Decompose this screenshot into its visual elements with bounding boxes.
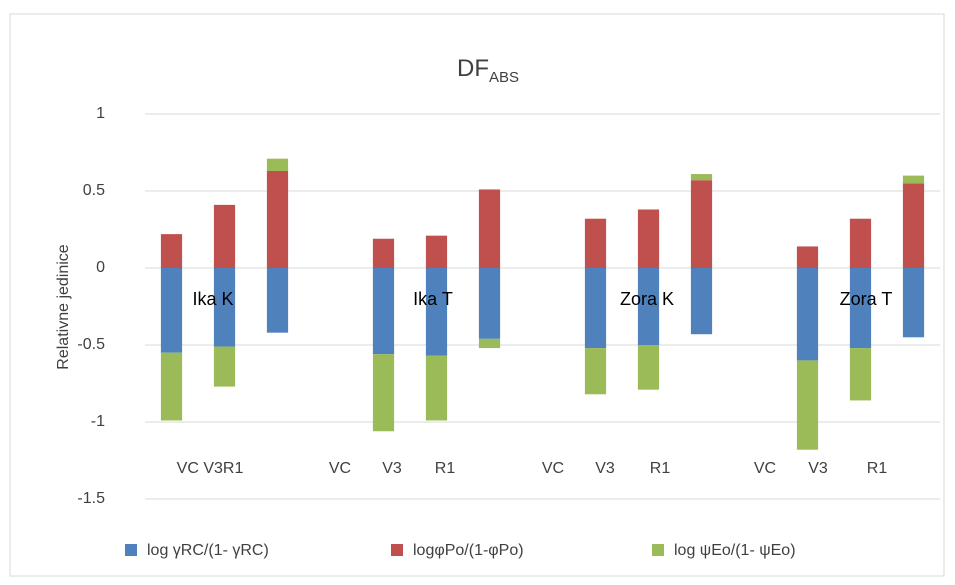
legend-swatch (652, 544, 664, 556)
x-axis-label: VC V3R1 (177, 460, 244, 477)
bar-segment (425, 355, 448, 421)
x-axis-label: VC (329, 460, 351, 477)
bar-segment (372, 268, 395, 355)
x-axis-label: R1 (650, 460, 671, 477)
chart-title: DFABS (457, 55, 519, 86)
y-tick-label: 0.5 (83, 182, 105, 199)
bar-segment (478, 189, 501, 268)
bar-segment (266, 268, 289, 333)
x-axis-label: V3 (382, 460, 402, 477)
bar-segment (425, 235, 448, 268)
bar-segment (160, 268, 183, 353)
bar-segment (213, 204, 236, 268)
bar-segment (160, 234, 183, 268)
bar-segment (796, 268, 819, 361)
x-axis-label: V3 (595, 460, 615, 477)
bar-segment (637, 209, 660, 268)
bar-segment (478, 338, 501, 349)
x-axis-label: R1 (867, 460, 888, 477)
bar-segment (902, 268, 925, 338)
bar-segment (902, 183, 925, 268)
bar-segment (584, 218, 607, 268)
bar-segment (213, 268, 236, 347)
bar-segment (584, 268, 607, 349)
x-axis-label: VC (754, 460, 776, 477)
x-axis-label: R1 (435, 460, 456, 477)
bar-segment (796, 360, 819, 450)
legend-label: log ψEo/(1- ψEo) (674, 542, 796, 559)
y-tick-label: -0.5 (77, 336, 105, 353)
bar-segment (690, 268, 713, 335)
bar-segment (690, 174, 713, 181)
bar-segment (372, 238, 395, 268)
bar-segment (266, 170, 289, 268)
group-label: Ika K (192, 289, 233, 309)
bar-segment (425, 268, 448, 356)
bar-segment (160, 352, 183, 421)
bar-segment (849, 268, 872, 349)
title-sub: ABS (489, 69, 519, 86)
group-label: Zora T (840, 289, 893, 309)
bar-segment (266, 158, 289, 171)
group-label: Zora K (620, 289, 674, 309)
y-tick-label: 1 (96, 105, 105, 122)
y-tick-label: -1 (91, 413, 105, 430)
bar-segment (849, 348, 872, 401)
y-axis-label: Relativne jedinice (55, 244, 72, 370)
bar-segment (372, 354, 395, 432)
bar-segment (796, 246, 819, 268)
bar-segment (213, 346, 236, 387)
bar-segment (902, 175, 925, 184)
x-axis-label: V3 (808, 460, 828, 477)
x-axis-label: VC (542, 460, 564, 477)
bar-segment (849, 218, 872, 268)
y-tick-label: 0 (96, 259, 105, 276)
legend-swatch (391, 544, 403, 556)
bar-segment (690, 180, 713, 268)
bar-segment (584, 348, 607, 395)
legend-swatch (125, 544, 137, 556)
title-main: DF (457, 55, 489, 82)
bar-segment (637, 268, 660, 345)
bar-segment (478, 268, 501, 339)
bar-segment (637, 345, 660, 390)
legend-label: log γRC/(1- γRC) (147, 542, 269, 559)
group-label: Ika T (413, 289, 453, 309)
legend-label: logφPo/(1-φPo) (413, 542, 524, 559)
y-tick-label: -1.5 (77, 490, 105, 507)
